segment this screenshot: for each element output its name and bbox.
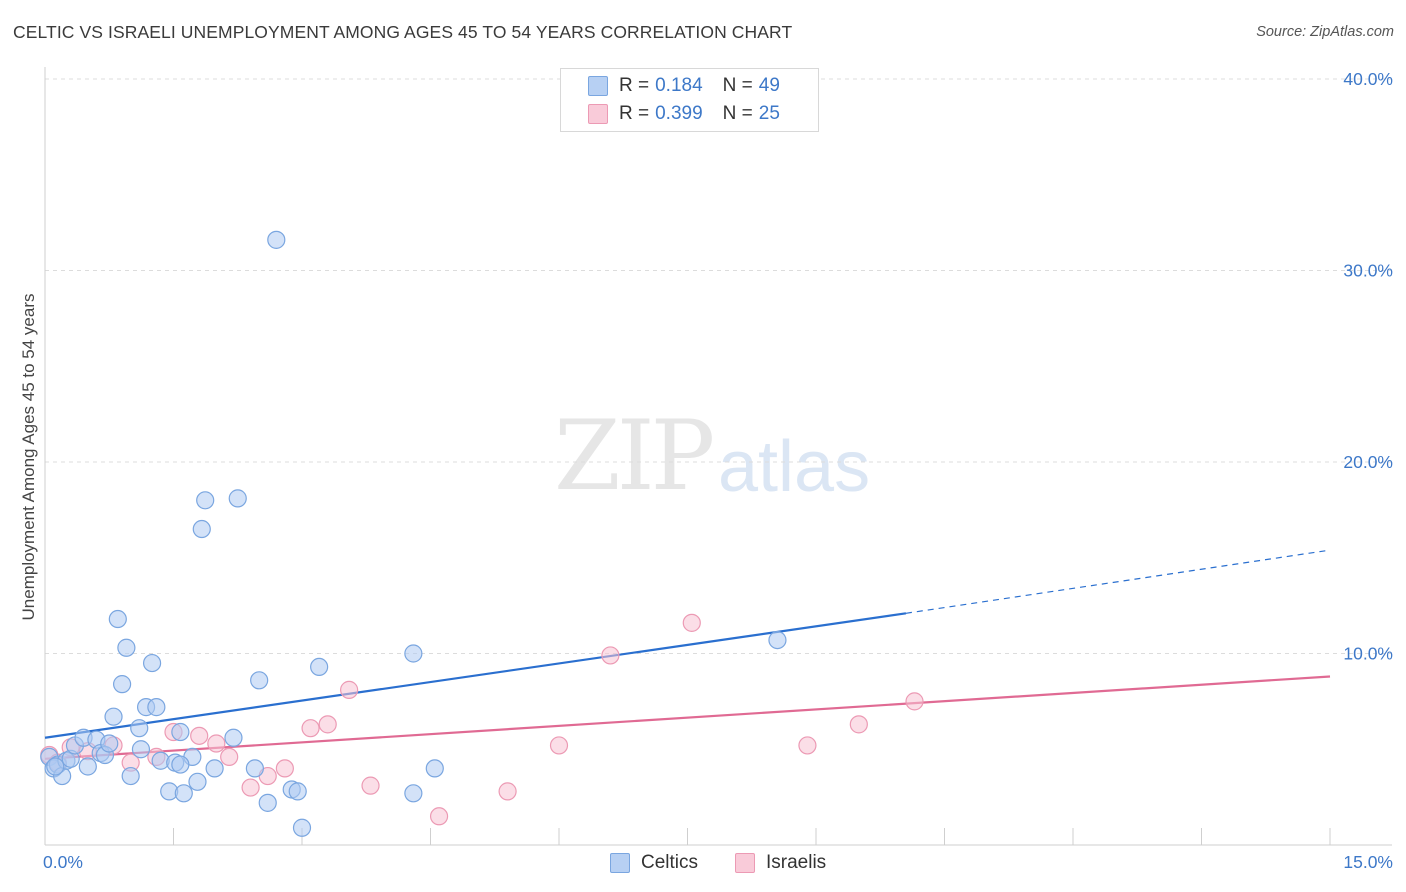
celtics-trend-line: [44, 612, 907, 739]
celtics-point: [171, 722, 190, 742]
celtics-n-label: N =: [722, 75, 753, 96]
watermark-atlas: atlas: [718, 427, 871, 507]
celtics-point: [188, 772, 207, 791]
watermark-zip: ZIP: [554, 400, 715, 512]
celtics-point: [192, 519, 211, 539]
celtics-point: [245, 759, 264, 778]
celtics-point: [121, 766, 140, 786]
y-tick-label: 20.0%: [1343, 452, 1393, 472]
israelis-point: [849, 715, 868, 734]
y-tick-label: 10.0%: [1343, 644, 1393, 664]
israelis-point: [340, 680, 359, 699]
celtics-point: [250, 671, 269, 690]
israelis-point: [241, 778, 260, 797]
y-tick-label: 40.0%: [1343, 69, 1393, 89]
celtics-point: [228, 489, 247, 508]
trend-layer: [44, 549, 1331, 760]
celtics-point: [46, 757, 65, 776]
celtics-point: [171, 755, 190, 774]
celtics-point: [404, 644, 423, 663]
israelis-point: [798, 736, 817, 755]
israelis-point: [190, 726, 209, 745]
israelis-legend-swatch: [735, 853, 755, 873]
israelis-point: [429, 807, 449, 826]
stats-legend: R = 0.184 N = 49 R = 0.399 N = 25: [560, 68, 819, 132]
series-legend: Celtics Israelis: [0, 852, 1406, 878]
celtics-r-value: 0.184: [655, 75, 703, 96]
celtics-point: [404, 784, 423, 803]
celtics-point: [131, 740, 151, 759]
celtics-point: [292, 818, 312, 837]
celtics-point: [174, 784, 193, 803]
celtics-legend-label: Celtics: [641, 852, 699, 873]
celtics-trend-extension: [905, 549, 1331, 614]
celtics-point: [425, 759, 444, 778]
axis-layer: [44, 67, 1392, 846]
celtics-point: [104, 707, 123, 726]
israelis-r-value: 0.399: [655, 103, 703, 124]
celtics-point: [224, 728, 243, 747]
celtics-point: [205, 759, 224, 778]
celtics-r-label: R =: [619, 75, 650, 96]
celtics-point: [130, 719, 149, 738]
israelis-n-value: 25: [758, 103, 780, 124]
israelis-point: [361, 776, 380, 795]
celtics-point: [112, 675, 132, 694]
source-label: Source: ZipAtlas.com: [1256, 24, 1394, 40]
israelis-point: [905, 692, 924, 711]
legend-item-israelis[interactable]: Israelis: [735, 852, 826, 874]
celtics-point: [267, 230, 286, 249]
grid-layer: [45, 78, 1392, 654]
israelis-swatch: [588, 104, 608, 124]
legend-row-celtics: R = 0.184 N = 49: [588, 75, 780, 97]
y-axis-label: Unemployment Among Ages 45 to 54 years: [19, 294, 38, 621]
israelis-point: [498, 782, 517, 801]
celtics-point: [100, 734, 119, 753]
celtics-point: [108, 609, 127, 629]
israelis-legend-label: Israelis: [766, 852, 827, 873]
y-tick-label: 30.0%: [1343, 261, 1393, 281]
celtics-point: [117, 638, 136, 657]
israelis-point: [318, 715, 337, 734]
celtics-swatch: [588, 76, 608, 96]
israelis-point: [549, 736, 569, 755]
x-tick-label: 0.0%: [43, 852, 83, 872]
celtics-n-value: 49: [758, 75, 780, 96]
israelis-r-label: R =: [619, 103, 650, 124]
chart-title: CELTIC VS ISRAELI UNEMPLOYMENT AMONG AGE…: [13, 22, 793, 42]
israelis-point: [601, 646, 620, 665]
celtics-point: [78, 757, 97, 776]
israelis-point: [207, 734, 226, 753]
point-layer: [40, 230, 924, 837]
legend-item-celtics[interactable]: Celtics: [610, 852, 698, 874]
celtics-point: [147, 698, 166, 717]
celtics-point: [288, 782, 307, 801]
israelis-point: [275, 759, 294, 778]
celtics-point: [196, 491, 215, 510]
label-layer: 10.0% 20.0% 30.0% 40.0% 0.0% 15.0%: [43, 69, 1393, 872]
celtics-point: [310, 657, 329, 677]
celtics-point: [258, 793, 277, 812]
israelis-point: [301, 719, 320, 738]
celtics-point: [768, 630, 787, 650]
israelis-point: [220, 747, 239, 767]
x-tick-label: 15.0%: [1343, 852, 1393, 872]
legend-row-israelis: R = 0.399 N = 25: [588, 103, 780, 125]
celtics-legend-swatch: [610, 853, 630, 873]
celtics-point: [142, 653, 162, 673]
israelis-point: [682, 613, 701, 632]
israelis-trend-line: [44, 675, 1331, 760]
israelis-n-label: N =: [722, 103, 753, 124]
